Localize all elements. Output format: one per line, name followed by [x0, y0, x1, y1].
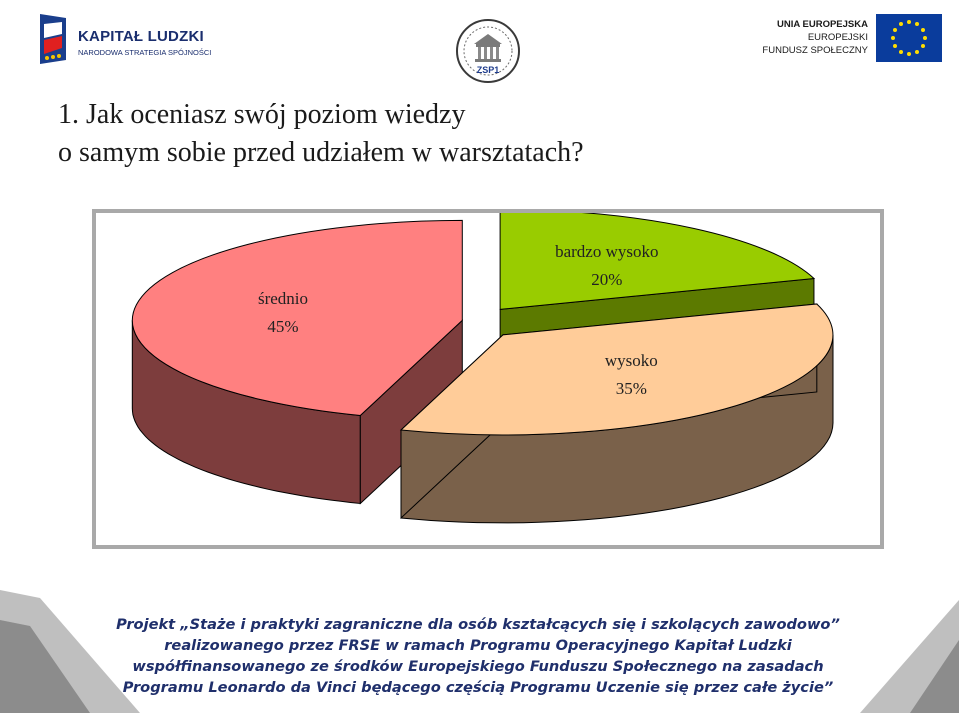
school-seal-logo: ZSP1 — [456, 19, 520, 83]
kapital-ludzki-title: KAPITAŁ LUDZKI — [78, 28, 204, 45]
project-footer: Projekt „Staże i praktyki zagraniczne dl… — [48, 614, 908, 698]
slide-title-line-1: 1. Jak oceniasz swój poziom wiedzy — [58, 99, 466, 130]
slice-value-srednio: 45% — [267, 317, 298, 336]
slice-value-wysoko: 35% — [616, 379, 647, 398]
footer-line-3: współfinansowanego ze środków Europejski… — [132, 658, 824, 675]
slice-label-wysoko: wysoko — [605, 351, 658, 370]
eu-logo: UNIA EUROPEJSKA EUROPEJSKI FUNDUSZ SPOŁE… — [762, 8, 950, 72]
footer-decoration — [0, 590, 959, 713]
footer-line-4: Programu Leonardo da Vinci będącego częś… — [122, 679, 834, 696]
slide-title-line-2: o samym sobie przed udziałem w warsztata… — [58, 137, 584, 168]
slice-label-srednio: średnio — [258, 289, 308, 308]
school-seal-text: ZSP1 — [477, 65, 500, 75]
pie-top-face — [399, 303, 834, 436]
pie-slice-wysoko: wysoko 35% — [399, 303, 834, 524]
kapital-ludzki-flag-icon — [40, 14, 66, 64]
pie-chart-frame: bardzo wysoko 20% średnio 45% wysoko 35% — [92, 209, 884, 549]
footer-line-2: realizowanego przez FRSE w ramach Progra… — [164, 637, 792, 654]
pie-top-face — [131, 219, 463, 417]
footer-line-1: Projekt „Staże i praktyki zagraniczne dl… — [116, 616, 840, 633]
pie-slice-srednio: średnio 45% — [131, 219, 463, 505]
slice-label-bardzo-wysoko: bardzo wysoko — [555, 242, 658, 261]
slice-value-bardzo-wysoko: 20% — [591, 270, 622, 289]
eu-logo-line-1: UNIA EUROPEJSKA — [777, 19, 868, 30]
eu-logo-text: UNIA EUROPEJSKA EUROPEJSKI FUNDUSZ SPOŁE… — [762, 18, 868, 57]
pie-top-face — [499, 213, 816, 310]
pie-chart: bardzo wysoko 20% średnio 45% wysoko 35% — [131, 213, 834, 524]
eu-logo-line-2: EUROPEJSKI — [807, 32, 868, 43]
eu-flag-icon — [876, 14, 942, 62]
kapital-ludzki-subtitle: NARODOWA STRATEGIA SPÓJNOŚCI — [78, 48, 212, 57]
slide-title: 1. Jak oceniasz swój poziom wiedzy o sam… — [58, 96, 778, 172]
kapital-ludzki-logo: KAPITAŁ LUDZKI NARODOWA STRATEGIA SPÓJNO… — [38, 14, 211, 70]
eu-logo-line-3: FUNDUSZ SPOŁECZNY — [762, 45, 868, 56]
